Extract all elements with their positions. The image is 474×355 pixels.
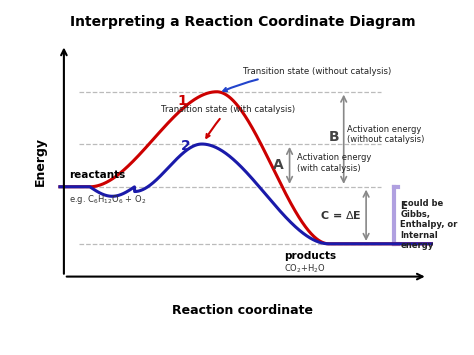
Text: reactants: reactants	[69, 170, 126, 180]
Text: Energy: Energy	[34, 137, 47, 186]
Text: A: A	[273, 158, 284, 173]
Text: C = $\Delta$E: C = $\Delta$E	[320, 209, 362, 221]
Text: Transition state (without catalysis): Transition state (without catalysis)	[223, 67, 391, 91]
Text: could be
Gibbs,
Enthalpy, or
Internal
energy: could be Gibbs, Enthalpy, or Internal en…	[401, 200, 458, 250]
Title: Interpreting a Reaction Coordinate Diagram: Interpreting a Reaction Coordinate Diagr…	[70, 15, 416, 29]
Text: products: products	[284, 251, 336, 261]
Text: CO$_2$+H$_2$O: CO$_2$+H$_2$O	[284, 262, 326, 275]
Text: Transition state (with catalysis): Transition state (with catalysis)	[161, 105, 295, 138]
Text: Activation energy
(with catalysis): Activation energy (with catalysis)	[297, 153, 372, 173]
Text: 2: 2	[181, 139, 191, 153]
Text: Activation energy
(without catalysis): Activation energy (without catalysis)	[347, 125, 425, 144]
Text: Reaction coordinate: Reaction coordinate	[173, 304, 313, 317]
Text: e.g. C$_6$H$_{12}$O$_6$ + O$_2$: e.g. C$_6$H$_{12}$O$_6$ + O$_2$	[69, 193, 146, 206]
Text: 1: 1	[178, 94, 187, 108]
Text: E: E	[401, 201, 407, 211]
Text: B: B	[328, 130, 339, 144]
